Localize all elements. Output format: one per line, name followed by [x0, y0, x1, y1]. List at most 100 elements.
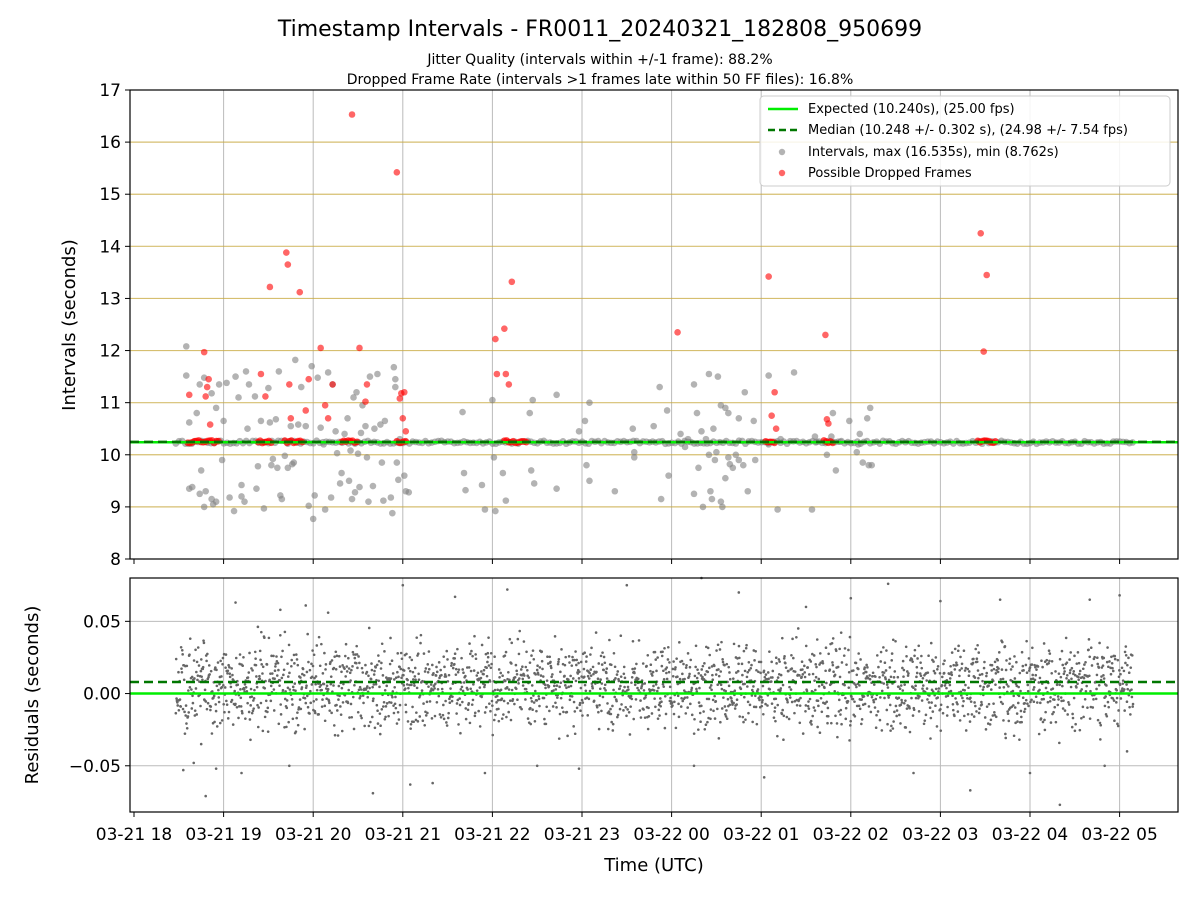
residual-point: [600, 709, 603, 713]
residual-point: [704, 723, 708, 726]
interval-point: [583, 461, 590, 469]
residual-point: [844, 706, 848, 710]
residual-point: [747, 660, 751, 664]
residual-point: [210, 732, 214, 735]
residual-point: [199, 669, 203, 673]
residual-point: [612, 651, 616, 655]
residual-point: [578, 701, 582, 705]
residual-point: [666, 658, 670, 661]
residual-point: [980, 700, 983, 704]
x-tick-label: 03-21 22: [454, 825, 530, 845]
residual-point: [349, 679, 352, 682]
residual-point: [373, 726, 377, 730]
interval-point: [254, 462, 262, 470]
interval-point: [257, 417, 265, 425]
interval-point: [245, 381, 253, 388]
residuals-y-tick-label: 0.05: [83, 612, 121, 632]
residual-point: [515, 669, 518, 673]
dropped-frame-point: [402, 428, 410, 435]
residual-point: [853, 700, 856, 703]
residual-point: [322, 682, 326, 686]
residual-point: [502, 713, 505, 716]
residual-point: [373, 669, 376, 673]
residual-point: [206, 701, 210, 705]
residual-point: [412, 720, 415, 724]
residual-point: [467, 701, 471, 705]
residual-point: [977, 676, 980, 680]
residual-point: [970, 713, 974, 716]
residual-point: [397, 675, 400, 679]
dropped-frame-point: [983, 271, 990, 279]
residual-point: [548, 655, 552, 659]
interval-point: [182, 372, 190, 379]
residual-point: [550, 675, 553, 679]
residual-point: [758, 698, 761, 702]
residual-point: [261, 665, 265, 669]
residual-point: [703, 673, 707, 676]
interval-point: [274, 464, 281, 472]
residual-point: [449, 687, 452, 690]
residual-point: [251, 709, 255, 713]
dropped-frame-point: [203, 383, 211, 391]
residual-point: [622, 665, 626, 669]
interval-point: [481, 506, 489, 513]
residual-point: [1056, 703, 1060, 707]
residual-point: [1036, 665, 1040, 668]
residual-point: [1095, 687, 1098, 691]
residual-point: [1107, 705, 1111, 709]
interval-point: [297, 383, 305, 391]
residual-point: [526, 674, 529, 678]
residual-point: [488, 702, 491, 705]
residual-point: [579, 686, 583, 690]
residual-point: [382, 700, 386, 704]
residual-point: [670, 701, 674, 705]
residuals-plot-frame: [129, 577, 1179, 813]
interval-point: [611, 487, 619, 495]
residual-point: [615, 699, 618, 703]
residual-point: [524, 665, 528, 669]
interval-point: [489, 396, 496, 404]
residual-point: [863, 666, 867, 669]
interval-point: [677, 430, 684, 438]
residual-point: [317, 635, 321, 639]
residual-point: [193, 714, 197, 717]
residual-point: [1126, 687, 1130, 691]
residual-point: [413, 684, 416, 687]
residual-point: [728, 677, 732, 681]
residual-point: [357, 655, 360, 658]
residual-point: [435, 670, 439, 674]
residual-point: [328, 709, 332, 712]
residual-point: [1004, 668, 1008, 672]
residual-point: [686, 652, 690, 655]
residual-point: [627, 688, 630, 691]
residual-point: [706, 670, 710, 674]
interval-point: [230, 507, 238, 515]
interval-point: [344, 415, 351, 422]
residual-point: [1061, 684, 1064, 688]
residual-point: [190, 675, 194, 679]
residual-point: [984, 728, 988, 731]
residual-point: [1106, 646, 1109, 649]
residual-point: [745, 675, 749, 679]
residual-point: [1068, 671, 1072, 675]
residual-point: [1011, 665, 1014, 668]
residual-point: [361, 694, 365, 697]
residual-point: [491, 690, 495, 693]
residual-point: [360, 716, 363, 720]
residual-point: [633, 671, 636, 675]
residual-point: [606, 702, 609, 705]
residual-point: [1092, 698, 1095, 701]
residual-point: [234, 702, 237, 706]
residual-point: [1119, 672, 1122, 676]
residual-point: [285, 725, 288, 729]
residual-point: [279, 608, 282, 612]
residual-point: [652, 689, 656, 692]
residual-point: [246, 676, 250, 679]
residual-point: [461, 700, 464, 704]
residual-point: [574, 650, 577, 653]
residual-point: [248, 718, 252, 721]
residual-point: [1051, 687, 1055, 690]
residual-point: [653, 650, 657, 654]
interval-point: [218, 456, 226, 464]
